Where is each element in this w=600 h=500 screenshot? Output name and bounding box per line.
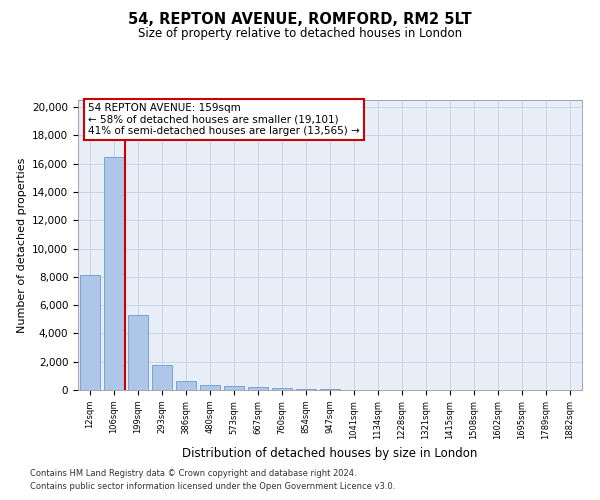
Text: Contains HM Land Registry data © Crown copyright and database right 2024.: Contains HM Land Registry data © Crown c… <box>30 468 356 477</box>
Text: Contains public sector information licensed under the Open Government Licence v3: Contains public sector information licen… <box>30 482 395 491</box>
Bar <box>80 276 100 390</box>
Text: Size of property relative to detached houses in London: Size of property relative to detached ho… <box>138 28 462 40</box>
Bar <box>272 388 292 390</box>
Y-axis label: Number of detached properties: Number of detached properties <box>17 158 26 332</box>
Text: 54, REPTON AVENUE, ROMFORD, RM2 5LT: 54, REPTON AVENUE, ROMFORD, RM2 5LT <box>128 12 472 28</box>
Bar <box>128 315 148 390</box>
Bar <box>200 385 220 390</box>
Bar <box>248 387 268 390</box>
Bar <box>176 381 196 390</box>
Bar <box>224 386 244 390</box>
Text: 54 REPTON AVENUE: 159sqm
← 58% of detached houses are smaller (19,101)
41% of se: 54 REPTON AVENUE: 159sqm ← 58% of detach… <box>88 103 360 136</box>
Bar <box>296 388 316 390</box>
Bar <box>320 389 340 390</box>
Bar <box>152 365 172 390</box>
Bar <box>104 156 124 390</box>
X-axis label: Distribution of detached houses by size in London: Distribution of detached houses by size … <box>182 447 478 460</box>
